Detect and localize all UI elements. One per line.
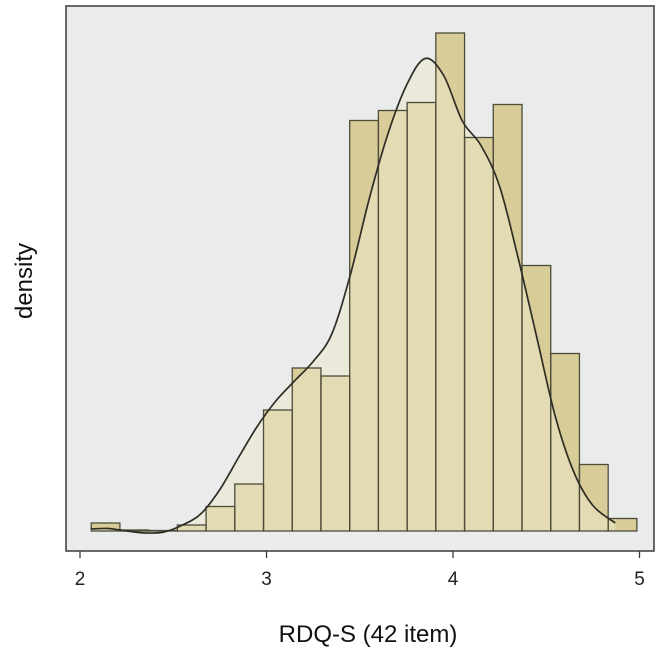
histogram-bar: [91, 523, 120, 531]
x-tick-label: 5: [634, 569, 645, 590]
panel-border: [65, 5, 655, 552]
x-tick-label: 4: [448, 569, 459, 590]
density-curve-area: [91, 58, 616, 534]
x-axis-ticks: 2 3 4 5: [75, 551, 645, 590]
histogram-bar-outline: [90, 522, 121, 532]
histogram-bar-outline: [607, 517, 638, 532]
histogram-bar-outlines: [90, 32, 638, 532]
y-axis-title: density: [11, 243, 38, 319]
histogram-bar-outline: [578, 463, 609, 532]
x-axis-title: RDQ-S (42 item): [279, 621, 458, 648]
density-curve: [91, 57, 616, 534]
x-tick-label: 3: [261, 569, 272, 590]
histogram-bar-outline: [550, 352, 581, 532]
histogram-bar: [608, 518, 637, 531]
histogram-bar-outline: [147, 529, 179, 532]
x-tick-label: 2: [75, 569, 86, 590]
